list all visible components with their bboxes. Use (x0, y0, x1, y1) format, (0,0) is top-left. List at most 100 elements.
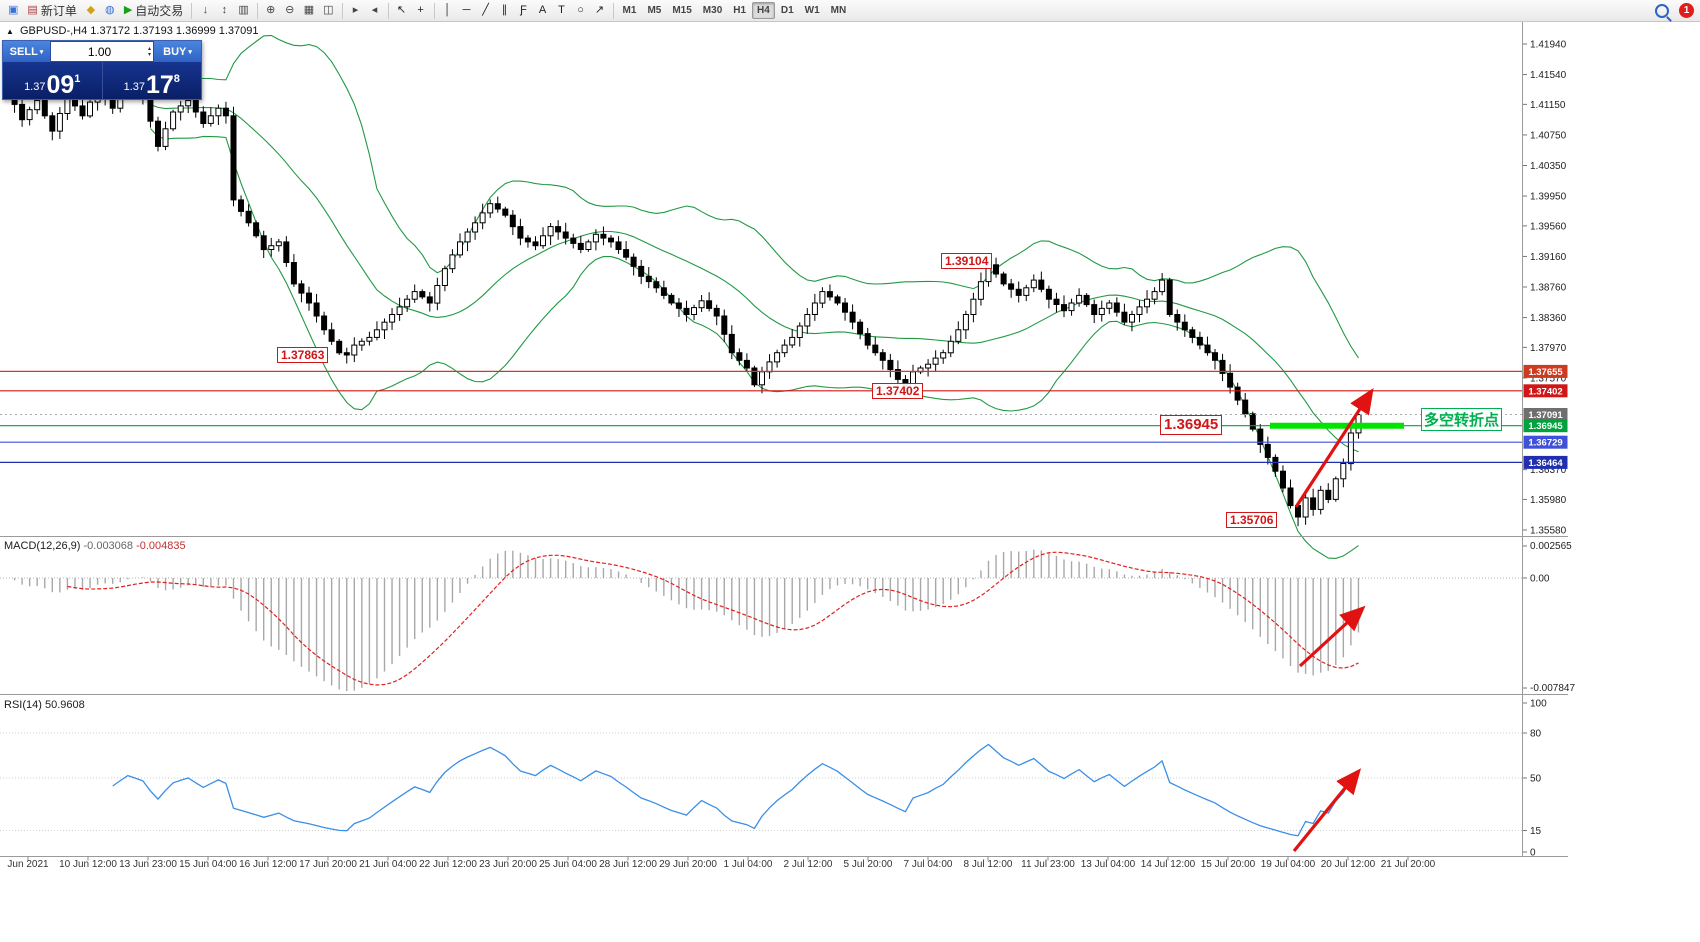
candle-body (608, 237, 614, 243)
new-window-icon[interactable]: ◫ (319, 2, 337, 20)
candle-body (1008, 283, 1015, 290)
timeframe-button-w1[interactable]: W1 (804, 5, 820, 16)
horizontal-line-icon[interactable]: ─ (458, 2, 476, 20)
buy-button[interactable]: BUY ▾ (154, 41, 201, 62)
time-axis-label: 21 Jun 04:00 (359, 859, 417, 870)
timeframe-button-d1[interactable]: D1 (780, 5, 794, 16)
candle-body (691, 307, 697, 316)
data-window-icon[interactable]: ◍ (101, 2, 119, 20)
price-tag (1523, 408, 1568, 421)
time-axis-label: 25 Jun 04:00 (539, 859, 597, 870)
channel-icon[interactable]: ∥ (496, 2, 514, 20)
market-watch-icon[interactable]: ◆ (82, 2, 100, 20)
price-tick-label: 1.41540 (1530, 70, 1567, 81)
trend-arrow[interactable] (1298, 605, 1366, 668)
price-callout-label[interactable]: 1.36945 (1160, 415, 1223, 435)
price-callout-label[interactable]: 1.39104 (941, 253, 993, 269)
price-tag (1523, 435, 1568, 449)
timeframe-button-h1[interactable]: H1 (733, 5, 747, 16)
cursor-icon[interactable]: ↖ (393, 2, 411, 20)
symbol-search-icon[interactable] (1655, 3, 1669, 18)
tile-windows-icon: ▦ (303, 4, 315, 16)
fibonacci-icon[interactable]: Ƒ (515, 2, 533, 20)
crosshair-icon[interactable]: + (412, 2, 430, 20)
candle-body (1249, 413, 1256, 430)
volume-input[interactable] (51, 43, 148, 60)
autotrading-button[interactable]: ▶ 自动交易 (120, 2, 187, 20)
rsi-line (112, 743, 1359, 837)
time-axis-label: 20 Jul 12:00 (1321, 859, 1376, 870)
candle-body (698, 300, 705, 309)
volume-up-button[interactable]: ▴ (147, 45, 151, 52)
market-watch-icon: ◆ (86, 4, 96, 16)
candle-body (1189, 329, 1196, 338)
candle-body (781, 344, 788, 354)
time-axis-label: 15 Jul 20:00 (1201, 859, 1256, 870)
candle-body (570, 237, 577, 244)
macd-signal-line (67, 551, 1359, 686)
buy-price-button[interactable]: 1.37 17 8 (101, 62, 202, 99)
candle-body (79, 105, 86, 117)
candle-body (555, 226, 562, 233)
chart-shift-icon[interactable]: ◂ (366, 2, 384, 20)
time-axis-label: 17 Jun 20:00 (299, 859, 357, 870)
candle-body (721, 315, 728, 335)
candle-body (819, 291, 826, 304)
timeframe-button-m1[interactable]: M1 (622, 5, 637, 16)
candle-body (864, 333, 871, 346)
candle-body (1038, 279, 1045, 290)
periods-icon: ↕ (221, 4, 228, 16)
zoom-out-icon[interactable]: ⊖ (281, 2, 299, 20)
candle-body (147, 96, 154, 122)
sell-button[interactable]: SELL ▾ (3, 41, 50, 62)
notification-badge[interactable]: 1 (1679, 3, 1694, 18)
sell-price-button[interactable]: 1.37 09 1 (24, 70, 81, 99)
trend-arrow[interactable] (1294, 387, 1374, 508)
zoom-in-icon[interactable]: ⊕ (262, 2, 280, 20)
price-tick-label: 1.39950 (1530, 192, 1567, 203)
turning-point-annotation[interactable]: 多空转折点 (1421, 408, 1503, 431)
timeframe-button-m15[interactable]: M15 (672, 5, 692, 16)
arrows-tool-icon[interactable]: ↗ (591, 2, 609, 20)
price-tag-label: 1.37091 (1528, 410, 1563, 421)
candle-body (479, 212, 486, 224)
candle-body (177, 105, 184, 113)
indicators-icon[interactable]: ↓ (196, 2, 214, 20)
time-axis-label: 28 Jun 12:00 (599, 859, 657, 870)
shapes-icon[interactable]: ○ (572, 2, 590, 20)
candle-body (1023, 287, 1030, 296)
timeframe-button-m30[interactable]: M30 (702, 5, 723, 16)
candle-body (260, 235, 267, 251)
timeframe-button-h4[interactable]: H4 (752, 2, 775, 19)
price-callout-label[interactable]: 1.35706 (1226, 512, 1278, 528)
timeframe-button-mn[interactable]: MN (830, 5, 847, 16)
candle-body (1310, 497, 1317, 510)
macd-label: MACD(12,26,9) -0.003068 -0.004835 (4, 540, 186, 552)
price-callout-label[interactable]: 1.37402 (872, 383, 924, 399)
timeframe-button-m5[interactable]: M5 (647, 5, 662, 16)
volume-down-button[interactable]: ▾ (147, 51, 151, 58)
periods-icon[interactable]: ↕ (215, 2, 233, 20)
volume-field[interactable]: ▴ ▾ (50, 41, 154, 62)
vertical-line-icon[interactable]: │ (439, 2, 457, 20)
tile-windows-icon[interactable]: ▦ (300, 2, 318, 20)
candle-body (1287, 487, 1294, 507)
toolbar-separator (256, 2, 258, 19)
candle-body (494, 203, 501, 210)
candle-body (1196, 336, 1203, 346)
trend-arrow[interactable] (1292, 768, 1362, 853)
new-order-button[interactable]: ▤ 新订单 (23, 2, 80, 20)
text-icon[interactable]: A (534, 2, 552, 20)
price-callout-label[interactable]: 1.37863 (277, 347, 329, 363)
candle-body (638, 265, 645, 277)
auto-scroll-icon[interactable]: ▸ (347, 2, 365, 20)
price-tick-label: 1.39560 (1530, 221, 1567, 232)
candle-body (290, 262, 297, 285)
text-label-icon[interactable]: T (553, 2, 571, 20)
templates-icon[interactable]: ▥ (234, 2, 252, 20)
trendline-icon[interactable]: ╱ (477, 2, 495, 20)
new-chart-icon[interactable]: ▣ (4, 2, 22, 20)
chart-shift-icon: ◂ (371, 4, 378, 16)
candle-body (419, 291, 426, 298)
